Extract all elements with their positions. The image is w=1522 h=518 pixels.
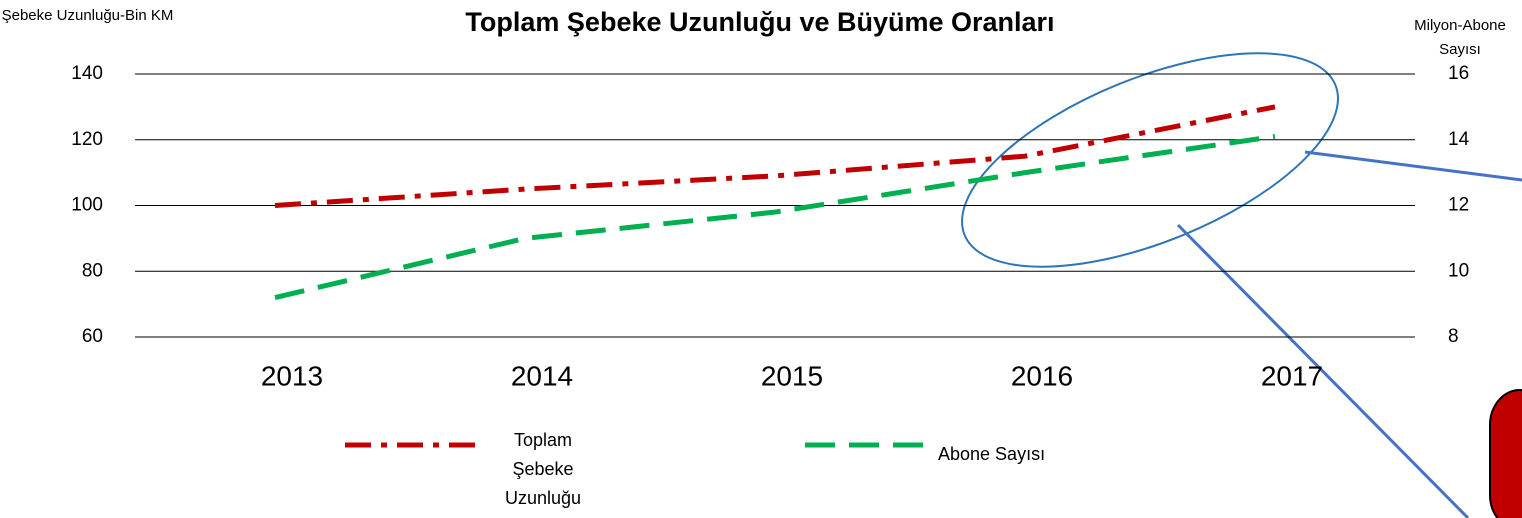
series-line bbox=[274, 133, 1276, 300]
y2-tick-label: 16 bbox=[1448, 63, 1469, 84]
chart-title: Toplam Şebeke Uzunluğu ve Büyüme Oranlar… bbox=[465, 7, 1054, 37]
x-tick-label: 2015 bbox=[761, 360, 823, 391]
y-tick-label: 100 bbox=[71, 195, 103, 216]
y-tick-label: 60 bbox=[82, 326, 103, 347]
y2-axis-label: Milyon-Abone Sayısı bbox=[1414, 17, 1506, 58]
y2-tick-label: 14 bbox=[1448, 129, 1470, 150]
x-tick-label: 2013 bbox=[261, 360, 323, 391]
callout-box bbox=[1489, 389, 1522, 518]
x-tick-label: 2014 bbox=[511, 360, 573, 391]
legend-label: Abone Sayısı bbox=[938, 444, 1046, 464]
y2-tick-label: 12 bbox=[1448, 195, 1469, 216]
x-tick-label: 2017 bbox=[1261, 360, 1323, 391]
callout-line bbox=[1304, 150, 1522, 182]
y-tick-label: 80 bbox=[82, 260, 103, 281]
y-axis-label: Şebeke Uzunluğu-Bin KM bbox=[1, 7, 174, 24]
y2-tick-label: 10 bbox=[1448, 260, 1469, 281]
y-tick-label: 120 bbox=[71, 129, 103, 150]
series-line bbox=[274, 104, 1276, 208]
callout-line bbox=[1176, 223, 1470, 518]
legend-label: Toplam Şebeke Uzunluğu bbox=[504, 430, 582, 508]
highlight-ellipse bbox=[961, 52, 1339, 268]
y2-tick-label: 8 bbox=[1448, 326, 1459, 347]
x-tick-label: 2016 bbox=[1011, 360, 1073, 391]
y-tick-label: 140 bbox=[71, 63, 103, 84]
